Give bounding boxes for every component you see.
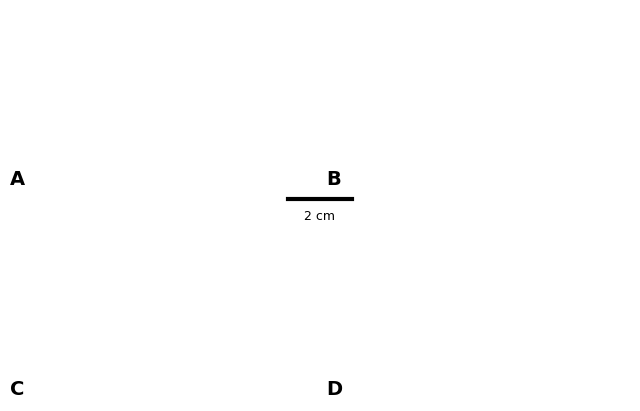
Text: A: A xyxy=(10,170,25,189)
Text: C: C xyxy=(10,380,24,399)
Text: 2 cm: 2 cm xyxy=(305,210,335,223)
Text: B: B xyxy=(326,170,341,189)
Text: D: D xyxy=(326,380,342,399)
